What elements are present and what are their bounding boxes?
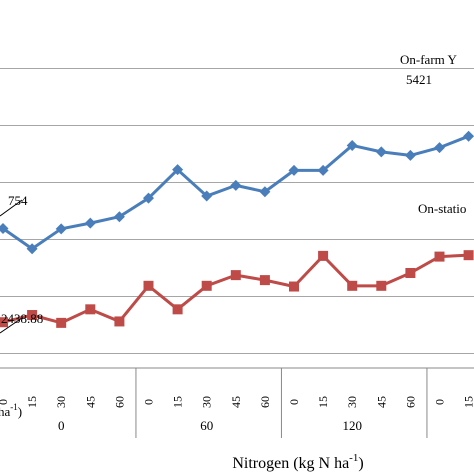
- series-1-point-8: [230, 270, 241, 281]
- x-tick-label-14: 60: [403, 396, 417, 408]
- x-tick-label-15: 0: [433, 399, 447, 405]
- x-tick-label-7: 30: [200, 396, 214, 408]
- annotations: 754 2438.88 On-farm Y 5421 On-statio: [0, 52, 466, 334]
- x-axis-title-sup: -1: [349, 452, 358, 464]
- series-1-point-10: [289, 281, 299, 292]
- annotation-on-farm-start: 754: [8, 193, 28, 208]
- series-line-0: [2, 134, 470, 251]
- y-axis-label-fragment: ha-1): [0, 402, 22, 419]
- series-0-point-16: [463, 130, 474, 142]
- annotation-on-farm-value: 5421: [406, 72, 432, 87]
- series-0-point-4: [113, 211, 125, 223]
- x-tick-label-6: 15: [171, 396, 185, 408]
- series-0-point-10: [288, 164, 300, 176]
- x-group-label-1: 60: [200, 418, 213, 433]
- series-0-point-13: [375, 146, 387, 158]
- series-0-point-15: [434, 142, 445, 154]
- series-1-point-4: [114, 316, 125, 327]
- x-axis-title-suffix: ): [358, 455, 363, 472]
- x-tick-label-2: 30: [54, 396, 68, 408]
- x-tick-label-8: 45: [229, 396, 243, 408]
- x-tick-labels: 0 15 30 45 60 0 15 30 45 60 0 15 30 45 60 0 15: [0, 396, 474, 408]
- annotation-on-station-label: On-statio: [418, 201, 466, 216]
- series-line-1: [2, 253, 469, 325]
- series-0-point-7: [201, 190, 213, 202]
- x-tick-label-4: 60: [112, 396, 126, 408]
- x-tick-label-1: 15: [25, 396, 39, 408]
- series-1-point-13: [376, 280, 387, 291]
- series-0-point-8: [230, 179, 242, 191]
- series-0-point-5: [143, 192, 154, 204]
- series-1-point-16: [463, 250, 474, 261]
- y-label-fragment-main: ha: [0, 404, 11, 419]
- series-1-point-14: [405, 267, 416, 278]
- x-tick-label-16: 15: [462, 396, 474, 408]
- x-tick-label-5: 0: [142, 399, 156, 405]
- x-tick-label-3: 45: [83, 396, 97, 408]
- series-1-point-7: [201, 280, 212, 291]
- x-tick-label-9: 60: [258, 396, 272, 408]
- series-1-point-9: [259, 275, 270, 286]
- series-0-point-14: [404, 149, 416, 161]
- y-label-fragment-sup: -1: [10, 402, 18, 412]
- series-1-point-5: [143, 280, 154, 291]
- x-group-label-0: 0: [58, 418, 65, 433]
- x-group-label-2: 120: [342, 418, 362, 433]
- x-tick-label-12: 30: [345, 396, 359, 408]
- x-tick-label-10: 0: [287, 399, 301, 405]
- series-lines: [2, 134, 470, 325]
- x-group-labels: 0 60 120: [58, 368, 428, 438]
- series-0-point-12: [346, 139, 358, 151]
- y-axis-label-fragment-text: ha-1): [0, 402, 22, 419]
- series-0-point-11: [317, 164, 329, 176]
- series-0-point-1: [26, 243, 38, 255]
- x-axis-title-text: Nitrogen (kg N ha-1): [232, 452, 363, 472]
- series-1-point-11: [318, 250, 329, 261]
- x-tick-label-13: 45: [374, 396, 388, 408]
- series-1-point-12: [347, 280, 358, 291]
- series-0-point-2: [55, 223, 67, 235]
- series-1-point-0: [0, 317, 8, 328]
- series-0-point-6: [172, 164, 184, 176]
- series-markers: [0, 130, 474, 328]
- series-1-point-2: [56, 317, 67, 328]
- series-0-point-3: [84, 217, 96, 229]
- y-label-fragment-suffix: ): [18, 404, 22, 419]
- series-1-point-3: [85, 304, 96, 315]
- series-1-point-1: [27, 310, 38, 321]
- leader-line-on-station-start: [0, 317, 23, 334]
- x-axis-title: Nitrogen (kg N ha-1): [232, 452, 363, 472]
- series-0-point-9: [259, 186, 271, 198]
- annotation-on-farm-label: On-farm Y: [400, 52, 458, 67]
- x-tick-label-11: 15: [316, 396, 330, 408]
- annotation-on-station-start: 2438.88: [1, 311, 43, 326]
- series-1-point-6: [172, 304, 183, 315]
- series-1-point-15: [434, 251, 445, 262]
- x-axis-title-main: Nitrogen (kg N ha: [232, 455, 349, 472]
- gridlines: [0, 68, 474, 354]
- x-tick-label-0: 0: [0, 399, 10, 405]
- series-0-point-0: [0, 223, 9, 235]
- leader-line-on-farm-start: [0, 199, 23, 217]
